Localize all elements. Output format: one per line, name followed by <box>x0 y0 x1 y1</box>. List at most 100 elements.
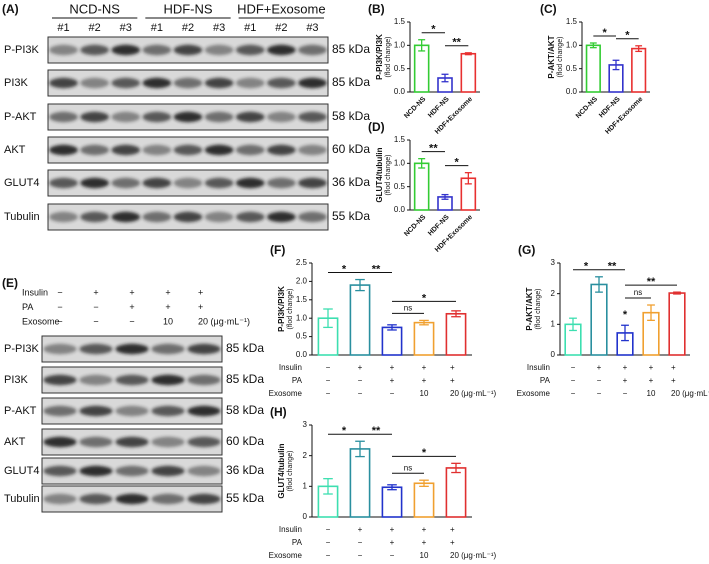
treatment-value: − <box>358 389 363 398</box>
error-bar <box>464 172 472 185</box>
treatment-value: + <box>390 525 395 534</box>
blot-band <box>43 493 77 505</box>
blot-band <box>111 211 141 223</box>
blot-band <box>173 44 203 56</box>
blot-kda: 55 kDa <box>332 209 370 223</box>
y-tick-label: 0.5 <box>296 332 308 341</box>
blot-band <box>173 211 203 223</box>
blot-band <box>235 177 265 189</box>
y-axis-label: (flod change) <box>385 37 392 78</box>
blot-band <box>235 77 265 89</box>
blot-kda: 85 kDa <box>332 42 370 56</box>
bar <box>413 44 430 93</box>
significance-label: ns <box>404 463 412 472</box>
y-axis-label: (flod change) <box>535 289 542 330</box>
treatment-value: − <box>571 389 576 398</box>
bar <box>349 284 371 356</box>
blot-row-label: AKT <box>4 436 26 448</box>
panel-label: (H) <box>270 405 287 419</box>
treatment-value: + <box>649 363 654 372</box>
treatment-value: − <box>93 302 98 312</box>
blot-kda: 55 kDa <box>226 491 264 505</box>
treatment-name: PA <box>540 376 551 385</box>
blot-band <box>49 144 78 156</box>
y-axis-label: P-PI3K/PI3K <box>375 34 384 80</box>
treatment-value: + <box>165 302 170 312</box>
treatment-value: 20 (μg·mL⁻¹) <box>450 551 497 560</box>
y-tick-label: 1.0 <box>296 313 308 322</box>
treatment-value: − <box>129 316 134 326</box>
treatment-value: − <box>571 363 576 372</box>
x-tick-label: NCD-NS <box>403 96 427 120</box>
blot-kda: 58 kDa <box>226 403 264 417</box>
blot-band <box>43 374 77 386</box>
y-tick-label: 0.5 <box>566 64 578 73</box>
y-tick-label: 3 <box>303 420 308 429</box>
treatment-value: − <box>326 525 331 534</box>
treatment-value: + <box>390 538 395 547</box>
blot-band <box>204 211 234 223</box>
treatment-value: 10 <box>163 316 173 326</box>
error-bar <box>621 324 629 342</box>
blot-band <box>80 77 109 89</box>
y-tick-label: 2.0 <box>296 277 308 286</box>
treatment-value: + <box>129 287 134 297</box>
blot-band <box>151 343 185 355</box>
significance-label: * <box>625 30 630 42</box>
blot-band <box>79 465 113 477</box>
blot-band <box>267 144 296 156</box>
treatment-value: − <box>358 538 363 547</box>
blot-band <box>267 111 296 123</box>
blot-lane: #2 <box>275 22 287 34</box>
significance-label: ** <box>372 263 381 275</box>
blot-band <box>298 77 327 89</box>
bar <box>445 467 467 518</box>
blot-band <box>79 374 113 386</box>
y-axis-label: P-AKT/AKT <box>547 35 556 78</box>
treatment-value: + <box>450 363 455 372</box>
blot-band <box>173 77 203 89</box>
blot-lane: #2 <box>89 22 101 34</box>
y-tick-label: 0.0 <box>394 205 406 214</box>
y-tick-label: 1.5 <box>296 295 308 304</box>
treatment-value: + <box>358 525 363 534</box>
y-axis-label: (flod change) <box>385 155 392 196</box>
significance-label: * <box>431 24 436 36</box>
blot-band <box>79 405 113 417</box>
blot-row-label: Tubulin <box>4 211 40 223</box>
significance-label: ** <box>647 276 656 288</box>
blot-group: NCD-NS <box>69 1 120 16</box>
blot-band <box>111 177 141 189</box>
panel-label: (F) <box>270 243 285 257</box>
blot-band <box>111 144 141 156</box>
treatment-value: + <box>198 302 203 312</box>
blot-band <box>115 405 149 417</box>
treatment-value: + <box>358 363 363 372</box>
blot-row-label: P-AKT <box>4 405 37 417</box>
blot-band <box>49 177 78 189</box>
bar <box>381 486 403 518</box>
y-tick-label: 0 <box>551 350 556 359</box>
y-tick-label: 1.0 <box>566 40 578 49</box>
bar <box>631 47 647 93</box>
significance-label: * <box>623 309 628 321</box>
blot-kda: 60 kDa <box>332 142 370 156</box>
significance-label: ** <box>429 143 438 155</box>
treatment-value: − <box>571 376 576 385</box>
treatment-value: 10 <box>420 389 429 398</box>
significance-label: * <box>422 292 427 304</box>
blot-band <box>235 44 265 56</box>
treatment-value: + <box>623 363 628 372</box>
error-bar <box>441 73 449 83</box>
y-tick-label: 2 <box>303 451 308 460</box>
treatment-value: + <box>597 363 602 372</box>
blot-band <box>111 111 141 123</box>
significance-label: * <box>603 27 608 39</box>
blot-group: HDF-NS <box>163 1 212 16</box>
blot-band <box>49 111 78 123</box>
treatment-name: Exosome <box>269 551 303 560</box>
bar <box>585 44 601 93</box>
blot-band <box>267 77 296 89</box>
blot-band <box>235 111 265 123</box>
blot-row-label: P-PI3K <box>4 343 40 355</box>
